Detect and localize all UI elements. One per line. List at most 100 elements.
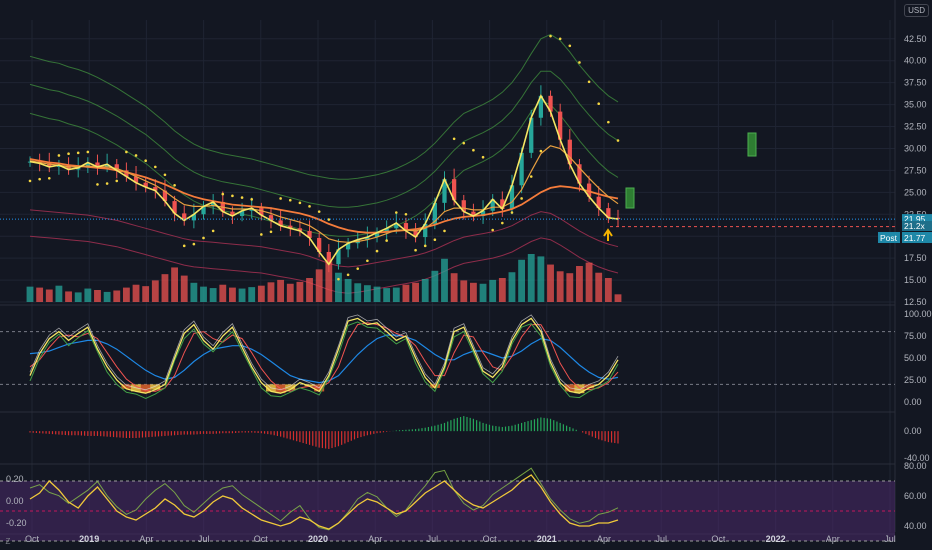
hist-tick-1: -40.00 bbox=[904, 453, 930, 463]
psar-dot-5 bbox=[76, 151, 80, 155]
time-tick-1: 2019 bbox=[79, 534, 99, 544]
price-axis[interactable]: 42.50 40.00 37.50 35.00 32.50 30.00 27.50 25.00… bbox=[904, 34, 932, 531]
psar-dot-21 bbox=[231, 194, 234, 198]
psar-dot-49 bbox=[501, 221, 504, 225]
candle-body-27 bbox=[288, 225, 293, 229]
candle-body-37 bbox=[384, 228, 389, 233]
candle-body-57 bbox=[577, 164, 582, 184]
stoch-tick-2: 50.00 bbox=[904, 353, 927, 363]
stoch-oversold-12 bbox=[140, 384, 151, 394]
histogram-pane[interactable] bbox=[29, 416, 619, 449]
signal-box-1 bbox=[625, 187, 635, 209]
price-pane[interactable] bbox=[0, 33, 895, 302]
psar-dot-33 bbox=[346, 273, 350, 277]
psar-dot-46 bbox=[472, 148, 475, 152]
candle-body-18 bbox=[201, 206, 206, 215]
candle-body-39 bbox=[403, 223, 409, 231]
candle-body-53 bbox=[538, 95, 544, 118]
timezone-button[interactable]: Z bbox=[5, 537, 11, 546]
candle-body-36 bbox=[374, 232, 380, 238]
pane-separators bbox=[0, 0, 896, 535]
volume-bar-58 bbox=[585, 262, 593, 302]
time-tick-5: 2020 bbox=[308, 534, 328, 544]
price-tick-10: 17.50 bbox=[904, 253, 927, 263]
time-axis[interactable]: Oct 2019 Apr Jul Oct 2020 Apr Jul Oct 2021 Apr Jul O… bbox=[25, 534, 896, 544]
volume-bar-15 bbox=[171, 267, 179, 302]
volume-bar-17 bbox=[190, 282, 198, 302]
parabolic-sar-dots bbox=[28, 34, 620, 281]
candle-body-43 bbox=[442, 179, 447, 203]
psar-dot-43 bbox=[443, 229, 446, 233]
stochastic-pane[interactable] bbox=[0, 314, 895, 400]
candle-body-31 bbox=[326, 251, 331, 265]
candle-body-26 bbox=[278, 220, 283, 226]
volume-bar-9 bbox=[113, 290, 121, 302]
psar-dot-20 bbox=[221, 192, 225, 196]
stoch-white-line bbox=[29, 314, 619, 391]
volume-bar-34 bbox=[354, 283, 362, 302]
candle-body-60 bbox=[606, 208, 611, 218]
psar-dot-61 bbox=[616, 139, 620, 142]
volume-bar-6 bbox=[84, 288, 92, 302]
psar-dot-8 bbox=[105, 182, 109, 185]
currency-button[interactable]: USD bbox=[904, 4, 929, 17]
volume-bar-41 bbox=[421, 278, 429, 302]
volume-bar-30 bbox=[315, 269, 323, 302]
price-tags: 21.95 21.2x Post 21.77 bbox=[878, 214, 932, 243]
volume-bar-57 bbox=[576, 266, 583, 302]
close-line bbox=[29, 94, 619, 266]
volume-bar-43 bbox=[441, 258, 448, 302]
time-tick-0: Oct bbox=[25, 534, 40, 544]
candle-body-47 bbox=[480, 210, 486, 217]
psar-dot-45 bbox=[462, 141, 466, 145]
volume-bar-48 bbox=[489, 279, 497, 302]
volume-bar-26 bbox=[277, 279, 285, 302]
candle-body-33 bbox=[345, 243, 351, 250]
candle-body-16 bbox=[182, 213, 187, 221]
volume-bar-7 bbox=[94, 290, 101, 302]
psar-dot-52 bbox=[529, 175, 533, 178]
candle-body-52 bbox=[529, 117, 534, 153]
volume-bar-44 bbox=[450, 273, 458, 302]
time-tick-3: Jul bbox=[198, 534, 210, 544]
candle-body-44 bbox=[451, 179, 457, 201]
psar-dot-48 bbox=[491, 228, 494, 232]
psar-dot-60 bbox=[607, 120, 610, 124]
volume-bar-42 bbox=[431, 270, 439, 302]
candle-body-54 bbox=[548, 95, 553, 112]
volume-bar-39 bbox=[402, 284, 410, 302]
volume-bar-0 bbox=[26, 286, 34, 302]
psar-dot-27 bbox=[288, 198, 292, 202]
stoch-oversold-58 bbox=[584, 384, 595, 388]
oscillator-pane[interactable] bbox=[0, 467, 895, 542]
volume-bar-12 bbox=[142, 286, 150, 302]
hist-tick-0: 0.00 bbox=[904, 426, 922, 436]
stoch-oversold-13 bbox=[150, 384, 161, 390]
volume-bar-31 bbox=[325, 261, 333, 302]
volume-bar-60 bbox=[604, 278, 612, 302]
psar-dot-0 bbox=[28, 179, 32, 183]
volume-bar-33 bbox=[344, 278, 352, 302]
candle-body-21 bbox=[230, 211, 235, 217]
psar-dot-44 bbox=[452, 137, 456, 141]
candle-body-17 bbox=[191, 214, 197, 221]
psar-dot-3 bbox=[57, 154, 61, 157]
candle-body-32 bbox=[336, 249, 341, 265]
psar-dot-38 bbox=[394, 211, 398, 214]
time-tick-9: 2021 bbox=[537, 534, 557, 544]
volume-bar-2 bbox=[45, 289, 53, 302]
volume-bar-13 bbox=[151, 280, 159, 302]
candle-body-22 bbox=[239, 210, 245, 217]
last-price-value: 21.95 bbox=[904, 214, 926, 224]
psar-dot-30 bbox=[317, 210, 321, 213]
psar-dot-9 bbox=[115, 179, 119, 183]
stoch-oversold-29 bbox=[304, 384, 315, 387]
psar-dot-10 bbox=[125, 150, 128, 154]
rsi-line bbox=[29, 474, 619, 530]
candle-body-55 bbox=[558, 111, 563, 140]
volume-bar-4 bbox=[65, 291, 72, 302]
volume-bar-50 bbox=[508, 272, 516, 302]
price-tick-2: 37.50 bbox=[904, 78, 927, 88]
